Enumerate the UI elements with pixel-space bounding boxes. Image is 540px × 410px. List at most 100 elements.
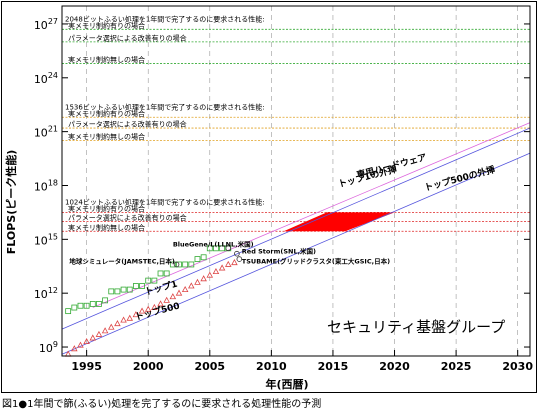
top1-point: [182, 261, 189, 268]
x-tick-label: 1995: [71, 360, 102, 373]
x-tick-label: 2005: [194, 360, 225, 373]
top500-point: [151, 303, 158, 310]
top500-point: [101, 327, 109, 334]
threshold-label: パラメータ選択による改善有りの場合: [68, 120, 187, 129]
axes: 1995 2000 2005 2010 2015 2020 2025 2030 109 1012 1…: [34, 5, 533, 373]
top500-point: [126, 314, 134, 321]
threshold-label: 実メモリ制約無しの場合: [68, 223, 145, 232]
top500-point: [175, 289, 183, 296]
watermark-text: セキュリティ基盤グループ: [327, 318, 505, 336]
top500-point: [107, 323, 115, 330]
top1-point: [65, 308, 72, 315]
top1-point: [77, 302, 84, 309]
threshold-label: 実メモリ制約有りの場合: [68, 204, 145, 213]
top500-point: [114, 320, 121, 327]
threshold-group-title: 2048ビットふるい処理を1年間で完了するのに要求される性能:: [65, 14, 265, 23]
top1-point: [126, 286, 133, 293]
plot-area-border: [61, 5, 531, 357]
top1-point: [102, 297, 109, 304]
top1-point: [151, 277, 158, 284]
top500-point: [138, 307, 146, 314]
x-tick-label: 2025: [441, 360, 472, 373]
top500-point: [200, 275, 207, 282]
top1-point: [188, 261, 195, 268]
top500-point: [157, 300, 164, 307]
top1-point: [176, 261, 182, 268]
top500-point: [120, 316, 127, 323]
threshold-label: 実メモリ制約無しの場合: [68, 132, 145, 141]
threshold-label: パラメータ選択による改善有りの場合: [68, 33, 187, 42]
threshold-lines: [62, 28, 530, 232]
figure-frame: 2048ビットふるい処理を1年間で完了するのに要求される性能: 実メモリ制約有りの…: [1, 1, 537, 393]
top500-point: [144, 305, 152, 312]
y-tick-label: 1027: [34, 17, 58, 32]
trend-lines: [61, 122, 531, 355]
top1-point: [89, 301, 96, 307]
top500-point: [163, 296, 170, 303]
top500-point: [132, 311, 140, 318]
top500-point: [218, 264, 226, 271]
figure-caption: 図1●1年間で篩(ふるい)処理を完了するのに要求される処理性能の予測: [2, 399, 322, 410]
top500-point: [83, 338, 90, 345]
threshold-group-title: 1024ビットふるい処理を1年間で完了するのに要求される性能:: [65, 197, 265, 206]
top1-point: [206, 245, 213, 252]
machine-point: [225, 245, 232, 252]
machine-point: [234, 250, 240, 257]
y-axis-label: FLOPS(ピーク性能): [4, 150, 18, 255]
top1-point: [163, 270, 170, 277]
annotation-label: トップ500: [134, 300, 181, 323]
annotations: 2048ビットふるい処理を1年間で完了するのに要求される性能:実メモリ制約有りの…: [65, 14, 496, 323]
x-tick-label: 2010: [256, 360, 287, 373]
threshold-label: パラメータ選択による改善有りの場合: [68, 213, 187, 222]
top1-point: [114, 288, 121, 295]
machine-point: [236, 256, 243, 262]
grid: [86, 6, 518, 356]
y-tick-label: 1015: [34, 232, 58, 247]
data-points: [64, 245, 243, 357]
top1-point: [139, 283, 145, 289]
annotation-label: BlueGene/L(LLNL,米国): [173, 240, 254, 249]
trend-line: [92, 122, 531, 308]
annotation-label: TSUBAME(グリッドクラスタ(東工大GSIC,日本): [242, 257, 390, 266]
threshold-label: 実メモリ制約無しの場合: [68, 55, 145, 64]
top1-point: [194, 256, 201, 262]
top1-point: [71, 304, 78, 311]
trend-line: [61, 127, 531, 330]
top1-point: [213, 245, 219, 252]
y-tick-label: 1018: [34, 178, 58, 193]
top500-point: [212, 268, 220, 275]
top500-point: [194, 278, 201, 285]
feasible-region-polygon: [283, 212, 395, 232]
chart: 2048ビットふるい処理を1年間で完了するのに要求される性能:実メモリ制約有りの…: [4, 5, 533, 391]
top500-point: [71, 345, 78, 352]
top1-point: [83, 302, 90, 309]
top500-point: [188, 282, 195, 289]
top1-point: [145, 277, 152, 284]
top1-point: [96, 301, 102, 307]
x-tick-label: 2000: [133, 360, 164, 373]
annotation-label: 地球シミュレータ(JAMSTEC,日本): [69, 257, 175, 266]
x-tick-label: 2020: [379, 360, 410, 373]
threshold-group-title: 1536ビットふるい処理を1年間で完了するのに要求される性能:: [65, 102, 265, 111]
y-tick-label: 1012: [34, 286, 58, 301]
threshold-label: 実メモリ制約有りの場合: [68, 109, 145, 118]
top1-point: [108, 288, 115, 295]
annotation-label: トップ1の外挿: [337, 163, 398, 190]
annotation-label: Red Storm(SNL,米国): [242, 247, 316, 256]
top500-point: [231, 259, 238, 266]
annotation-label: トップ500の外挿: [423, 163, 496, 193]
x-tick-label: 2030: [502, 360, 533, 373]
top1-point: [120, 286, 127, 293]
top500-point: [169, 293, 177, 300]
feasible-region: [283, 212, 395, 232]
top1-point: [219, 245, 226, 252]
top500-point: [224, 260, 232, 267]
x-axis-label: 年(西暦): [265, 377, 308, 391]
top500-point: [95, 330, 103, 337]
top500-point: [206, 271, 214, 278]
top500-point: [181, 285, 189, 292]
y-tick-label: 1021: [34, 125, 58, 140]
top1-point: [169, 261, 176, 268]
y-tick-label: 1024: [34, 71, 58, 86]
threshold-label: 実メモリ制約有りの場合: [68, 21, 145, 30]
